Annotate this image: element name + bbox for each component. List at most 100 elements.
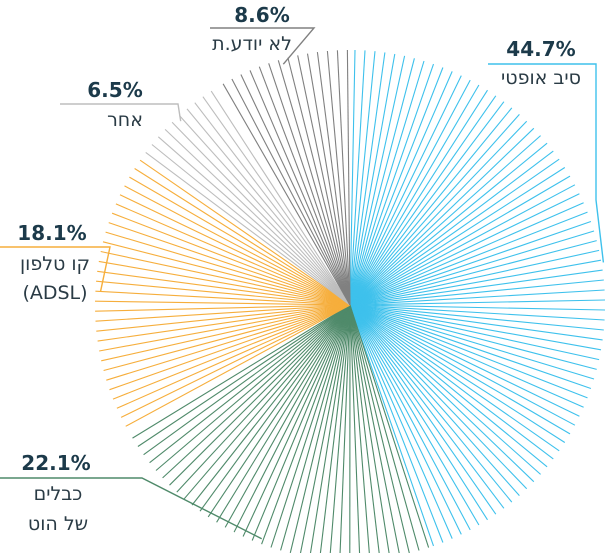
slice-unknown bbox=[222, 49, 351, 306]
percent-other: 6.5% bbox=[87, 78, 142, 102]
ray-other bbox=[145, 151, 351, 306]
ray-unknown bbox=[240, 74, 351, 306]
ray-unknown bbox=[231, 78, 351, 306]
ray-adsl bbox=[96, 280, 351, 306]
ray-cable bbox=[143, 304, 351, 456]
ray-fiber bbox=[349, 51, 376, 306]
ray-fiber bbox=[349, 279, 604, 306]
ray-fiber bbox=[349, 79, 471, 306]
ray-cable bbox=[339, 304, 351, 553]
ray-fiber bbox=[349, 304, 528, 490]
ray-cable bbox=[309, 304, 351, 553]
ray-fiber bbox=[349, 304, 576, 426]
ray-other bbox=[194, 102, 351, 306]
ray-adsl bbox=[97, 304, 351, 342]
ray-fiber bbox=[349, 304, 600, 361]
ray-adsl bbox=[106, 304, 351, 381]
ray-unknown bbox=[346, 49, 351, 306]
ray-adsl bbox=[134, 168, 351, 306]
ray-fiber bbox=[349, 299, 606, 306]
ray-fiber bbox=[349, 304, 444, 543]
ray-fiber bbox=[349, 107, 513, 306]
ray-fiber bbox=[349, 49, 356, 306]
ray-cable bbox=[349, 304, 400, 553]
ray-other bbox=[171, 121, 351, 306]
ray-fiber bbox=[349, 220, 592, 306]
ray-unknown bbox=[306, 53, 351, 306]
ray-adsl bbox=[95, 290, 351, 306]
ray-fiber bbox=[349, 71, 453, 306]
leader-line-other bbox=[60, 103, 182, 122]
slice-label-unknown: 8.6% לא יודע.ת bbox=[212, 3, 292, 55]
ray-cable bbox=[349, 304, 370, 553]
ray-unknown bbox=[222, 83, 351, 306]
ray-unknown bbox=[326, 50, 351, 306]
slice-cable bbox=[132, 304, 430, 553]
ray-fiber bbox=[349, 120, 528, 306]
percent-adsl: 18.1% bbox=[17, 221, 86, 245]
ray-fiber bbox=[349, 58, 415, 306]
ray-other bbox=[202, 96, 351, 306]
ray-adsl bbox=[95, 304, 351, 312]
ray-adsl bbox=[97, 270, 351, 306]
ray-fiber bbox=[349, 304, 566, 443]
ray-cable bbox=[162, 304, 351, 479]
ray-cable bbox=[132, 304, 351, 439]
ray-fiber bbox=[349, 50, 366, 306]
ray-fiber bbox=[349, 53, 396, 306]
ray-fiber bbox=[349, 304, 602, 351]
ray-adsl bbox=[103, 304, 351, 372]
ray-fiber bbox=[349, 304, 592, 390]
ray-fiber bbox=[349, 304, 497, 515]
percent-unknown: 8.6% bbox=[234, 3, 289, 27]
ray-cable bbox=[280, 304, 351, 551]
ray-fiber bbox=[349, 304, 606, 311]
ray-unknown bbox=[297, 55, 351, 306]
ray-fiber bbox=[349, 304, 453, 539]
ray-unknown bbox=[336, 50, 351, 306]
ray-other bbox=[178, 115, 351, 306]
ray-fiber bbox=[349, 55, 406, 306]
slice-fiber bbox=[349, 49, 606, 547]
ray-fiber bbox=[349, 175, 571, 306]
ray-adsl bbox=[98, 260, 351, 306]
ray-cable bbox=[149, 304, 351, 464]
ray-cable bbox=[299, 304, 351, 553]
ray-adsl bbox=[119, 194, 351, 306]
ray-adsl bbox=[129, 176, 351, 306]
ray-cable bbox=[169, 304, 351, 486]
ray-fiber bbox=[349, 193, 580, 306]
ray-unknown bbox=[287, 57, 351, 306]
ray-fiber bbox=[349, 304, 595, 380]
slice-label-fiber: 44.7% סיב אופטי bbox=[501, 37, 581, 89]
ray-fiber bbox=[349, 304, 580, 417]
ray-adsl bbox=[115, 203, 351, 306]
slice-adsl bbox=[94, 159, 351, 427]
ray-fiber bbox=[349, 304, 480, 526]
ray-fiber bbox=[349, 135, 541, 306]
ray-fiber bbox=[349, 63, 435, 306]
ray-adsl bbox=[108, 222, 351, 306]
ray-fiber bbox=[349, 304, 604, 331]
ray-cable bbox=[183, 304, 351, 500]
ray-fiber bbox=[349, 211, 588, 306]
ray-fiber bbox=[349, 101, 505, 306]
ray-fiber bbox=[349, 259, 602, 306]
ray-cable bbox=[155, 304, 351, 471]
ray-fiber bbox=[349, 304, 488, 521]
ray-unknown bbox=[268, 63, 351, 306]
label-cable-line1: כבלים bbox=[34, 483, 83, 505]
ray-cable bbox=[233, 304, 351, 533]
ray-fiber bbox=[349, 304, 560, 452]
ray-adsl bbox=[100, 250, 351, 306]
ray-fiber bbox=[349, 304, 554, 460]
ray-adsl bbox=[139, 159, 351, 306]
ray-adsl bbox=[125, 304, 351, 427]
label-adsl-line1: קו טלפון bbox=[20, 253, 90, 275]
label-adsl-line2: (ADSL) bbox=[22, 282, 87, 304]
ray-adsl bbox=[112, 304, 351, 400]
ray-fiber bbox=[349, 304, 535, 483]
ray-cable bbox=[319, 304, 351, 553]
ray-fiber bbox=[349, 60, 425, 306]
